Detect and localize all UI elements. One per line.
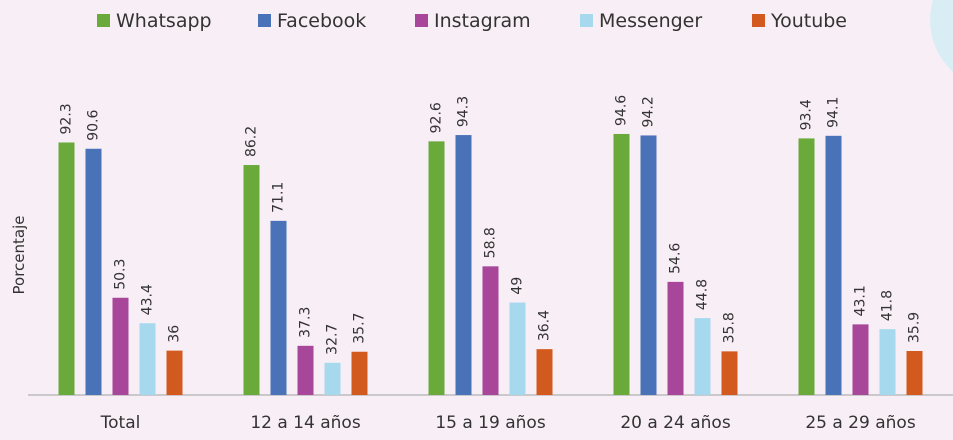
data-label: 92.6 bbox=[429, 102, 445, 133]
data-label: 92.3 bbox=[59, 103, 75, 134]
data-label: 43.4 bbox=[140, 284, 156, 315]
bar bbox=[509, 302, 526, 395]
bar bbox=[640, 135, 657, 395]
bar bbox=[58, 142, 75, 395]
bar bbox=[166, 350, 183, 395]
legend-swatch bbox=[752, 14, 765, 27]
data-label: 94.6 bbox=[614, 95, 630, 126]
bar bbox=[428, 141, 445, 395]
x-tick-label: 25 a 29 años bbox=[805, 413, 915, 433]
bar bbox=[825, 135, 842, 396]
legend-swatch bbox=[258, 14, 271, 27]
legend-label: Facebook bbox=[277, 10, 366, 32]
x-tick-label: Total bbox=[100, 413, 141, 433]
data-label: 43.1 bbox=[853, 285, 869, 316]
data-label: 71.1 bbox=[271, 182, 287, 213]
data-label: 49 bbox=[510, 277, 526, 295]
x-tick-label: 12 a 14 años bbox=[250, 413, 360, 433]
legend-label: Instagram bbox=[434, 10, 531, 32]
data-label: 94.3 bbox=[456, 96, 472, 127]
data-label: 94.2 bbox=[641, 96, 657, 127]
bar bbox=[906, 351, 923, 395]
legend-label: Whatsapp bbox=[116, 10, 212, 32]
bar bbox=[879, 329, 896, 395]
data-label: 32.7 bbox=[325, 324, 341, 355]
data-label: 94.1 bbox=[826, 97, 842, 128]
data-label: 36 bbox=[167, 325, 183, 343]
data-label: 50.3 bbox=[113, 259, 129, 290]
data-label: 35.8 bbox=[722, 312, 738, 343]
bar bbox=[694, 318, 711, 395]
data-label: 36.4 bbox=[537, 310, 553, 341]
legend-label: Youtube bbox=[770, 10, 847, 32]
bar bbox=[798, 138, 815, 395]
bar bbox=[324, 362, 341, 395]
data-label: 35.7 bbox=[352, 313, 368, 344]
y-axis-label: Porcentaje bbox=[10, 216, 28, 295]
data-label: 44.8 bbox=[695, 279, 711, 310]
data-label: 93.4 bbox=[799, 99, 815, 130]
data-label: 58.8 bbox=[483, 227, 499, 258]
bar bbox=[351, 351, 368, 395]
bar bbox=[455, 135, 472, 395]
decoration bbox=[930, 0, 953, 72]
bar bbox=[852, 324, 869, 395]
bar bbox=[112, 297, 129, 395]
bar bbox=[243, 165, 260, 395]
data-label: 35.9 bbox=[907, 312, 923, 343]
bar bbox=[85, 148, 102, 395]
legend-swatch bbox=[415, 14, 428, 27]
bar bbox=[297, 345, 314, 395]
bar bbox=[270, 220, 287, 395]
bar bbox=[139, 323, 156, 395]
data-label: 41.8 bbox=[880, 290, 896, 321]
data-label: 86.2 bbox=[244, 126, 260, 157]
legend-swatch bbox=[580, 14, 593, 27]
data-label: 90.6 bbox=[86, 109, 102, 140]
bar bbox=[482, 266, 499, 395]
bar bbox=[613, 133, 630, 395]
bar bbox=[721, 351, 738, 395]
bar bbox=[536, 349, 553, 395]
x-tick-label: 20 a 24 años bbox=[620, 413, 730, 433]
data-label: 54.6 bbox=[668, 243, 684, 274]
legend-swatch bbox=[97, 14, 110, 27]
legend-label: Messenger bbox=[599, 10, 702, 32]
bar bbox=[667, 281, 684, 395]
data-label: 37.3 bbox=[298, 307, 314, 338]
x-tick-label: 15 a 19 años bbox=[435, 413, 545, 433]
